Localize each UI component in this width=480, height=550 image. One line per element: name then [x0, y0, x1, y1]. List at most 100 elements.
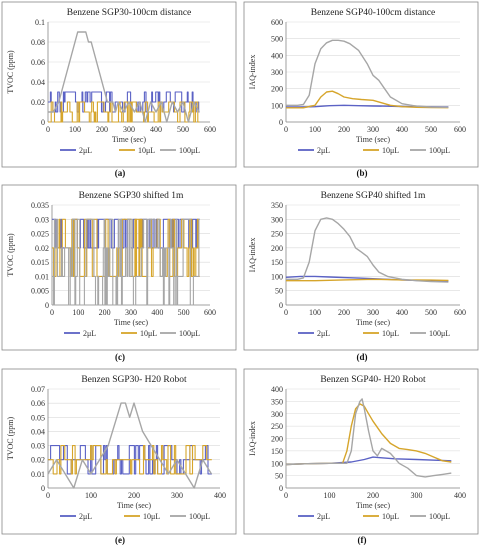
y-tick-label: 0.03 — [35, 215, 49, 224]
panel-frame — [1, 184, 237, 351]
legend-label: 10μL — [143, 512, 160, 521]
chart-panel-4: Benzene SGP40 shifted 1m 0 50 100 150 200 250 3… — [243, 184, 479, 362]
x-tick-label: 200 — [128, 491, 140, 500]
x-tick-label: 500 — [178, 308, 190, 317]
legend-label: 100μL — [189, 512, 210, 521]
panel-caption: (e) — [115, 535, 125, 545]
y-tick-label: 0 — [279, 301, 283, 310]
panel-caption: (a) — [115, 168, 126, 178]
x-tick-label: 100 — [309, 125, 321, 134]
y-tick-label: 0 — [279, 484, 283, 493]
legend-label: 100μL — [179, 146, 200, 155]
chart-panel-6: Benzen SGP40- H20 Robot 0 50 100 150 200 250 30… — [243, 368, 479, 545]
y-tick-label: 0.04 — [31, 78, 45, 87]
series-line-3 — [48, 31, 200, 123]
chart-title: Benzen SGP30- H20 Robot — [81, 375, 187, 385]
y-tick-label: 0.01 — [35, 272, 49, 281]
y-tick-label: 0.06 — [31, 58, 45, 67]
chart-title: Benzen SGP40- H20 Robot — [320, 375, 426, 385]
x-tick-label: 100 — [85, 491, 97, 500]
chart-title: Benzene SGP40 shifted 1m — [321, 190, 426, 201]
chart-panel-3: Benzene SGP30 shifted 1m 0 0.005 0.01 0.015 0… — [1, 184, 237, 362]
x-tick-label: 400 — [396, 125, 408, 134]
x-tick-label: 400 — [214, 491, 226, 500]
panel-caption: (c) — [115, 352, 125, 362]
y-tick-label: 400 — [271, 385, 283, 394]
y-tick-label: 200 — [271, 244, 283, 253]
y-tick-label: 0.05 — [31, 413, 45, 422]
y-axis-label: TVOC (ppm) — [6, 50, 15, 94]
legend-label: 2μL — [79, 146, 92, 155]
chart-panel-5: Benzen SGP30- H20 Robot 0 0.01 0.02 0.03 0.04… — [1, 368, 237, 545]
y-tick-label: 0.06 — [31, 399, 45, 408]
y-tick-label: 0 — [41, 484, 45, 493]
x-tick-label: 600 — [204, 125, 216, 134]
x-tick-label: 200 — [338, 308, 350, 317]
y-tick-label: 600 — [271, 18, 283, 27]
y-tick-label: 200 — [271, 85, 283, 94]
y-tick-label: 150 — [271, 258, 283, 267]
series-line-3 — [285, 398, 452, 478]
x-tick-label: 600 — [204, 308, 216, 317]
x-tick-label: 400 — [150, 125, 162, 134]
y-tick-label: 350 — [271, 201, 283, 210]
legend-label: 10μL — [138, 146, 155, 155]
legend-label: 10μL — [382, 146, 399, 155]
y-tick-label: 0.03 — [31, 442, 45, 451]
panel-caption: (b) — [357, 168, 368, 178]
x-axis-label: Time (sec) — [114, 318, 148, 327]
series-line-3 — [52, 218, 200, 306]
y-tick-label: 0.04 — [31, 427, 45, 436]
y-axis-label: IAQ-index — [248, 421, 257, 456]
y-axis-label: TVOC (ppm) — [6, 233, 15, 277]
y-tick-label: 300 — [271, 68, 283, 77]
panel-frame — [243, 184, 479, 351]
y-tick-label: 100 — [271, 459, 283, 468]
y-tick-label: 0 — [41, 118, 45, 127]
x-axis-label: Time (sec) — [117, 501, 151, 510]
series-line-2 — [48, 445, 212, 475]
panel-caption: (f) — [358, 535, 367, 545]
series-line-3 — [286, 39, 449, 108]
y-tick-label: 300 — [271, 410, 283, 419]
y-tick-label: 300 — [271, 215, 283, 224]
legend-label: 10μL — [140, 329, 157, 338]
legend-label: 10μL — [382, 512, 399, 521]
y-tick-label: 150 — [271, 447, 283, 456]
panel-frame — [243, 368, 479, 535]
chart-title: Benzene SGP30 shifted 1m — [79, 190, 184, 201]
y-tick-label: 0.08 — [31, 38, 45, 47]
legend-label: 2μL — [317, 512, 330, 521]
x-tick-label: 300 — [411, 491, 423, 500]
y-tick-label: 250 — [271, 230, 283, 239]
series-line-3 — [47, 402, 212, 489]
y-tick-label: 50 — [275, 287, 283, 296]
y-tick-label: 200 — [271, 435, 283, 444]
y-tick-label: 0.025 — [31, 230, 49, 239]
legend-label: 10μL — [382, 329, 399, 338]
x-tick-label: 500 — [425, 125, 437, 134]
legend-label: 100μL — [429, 146, 450, 155]
y-tick-label: 100 — [271, 101, 283, 110]
x-axis-label: Time (sec) — [112, 135, 146, 144]
y-tick-label: 50 — [275, 472, 283, 481]
x-tick-label: 100 — [69, 125, 81, 134]
y-tick-label: 0.015 — [31, 258, 49, 267]
series-line-3 — [286, 217, 449, 283]
x-tick-label: 100 — [72, 308, 84, 317]
y-tick-label: 0.035 — [31, 201, 49, 210]
x-tick-label: 300 — [123, 125, 135, 134]
x-tick-label: 0 — [46, 125, 50, 134]
x-tick-label: 400 — [151, 308, 163, 317]
legend-label: 100μL — [429, 512, 450, 521]
y-tick-label: 0.02 — [35, 244, 49, 253]
x-tick-label: 0 — [46, 491, 50, 500]
y-tick-label: 0 — [279, 118, 283, 127]
y-tick-label: 0.005 — [31, 287, 49, 296]
series-line-2 — [286, 278, 449, 282]
x-tick-label: 200 — [96, 125, 108, 134]
x-tick-label: 300 — [171, 491, 183, 500]
x-tick-label: 300 — [367, 308, 379, 317]
x-tick-label: 200 — [338, 125, 350, 134]
